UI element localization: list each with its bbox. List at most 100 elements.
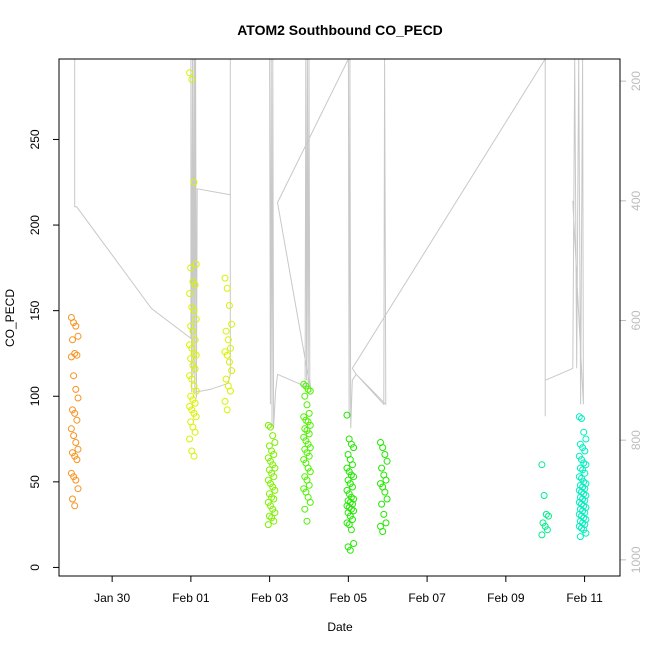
data-point (70, 319, 78, 327)
data-point (379, 528, 387, 535)
data-point (543, 526, 551, 534)
data-point (74, 445, 82, 453)
data-point (270, 473, 278, 481)
series-7 (538, 461, 552, 539)
data-point (300, 433, 308, 441)
y-tick-label: 200 (28, 215, 42, 235)
y-axis-label: CO_PECD (3, 289, 17, 347)
y-tick-label: 0 (28, 564, 42, 571)
data-point (72, 385, 80, 393)
data-point (343, 519, 351, 527)
data-point (271, 439, 279, 446)
data-point (350, 540, 358, 547)
data-point (382, 519, 390, 527)
data-point (576, 517, 584, 525)
data-point (350, 473, 358, 481)
data-point (187, 355, 195, 363)
data-point (69, 495, 76, 503)
data-point (270, 495, 278, 503)
data-point (227, 387, 234, 395)
data-point (301, 425, 309, 433)
flight-track-layer (74, 57, 584, 429)
data-points-layer (67, 69, 590, 554)
series-3 (264, 421, 279, 529)
data-point (67, 425, 75, 433)
data-point (221, 348, 229, 356)
data-point (72, 439, 80, 446)
x-tick-label: Feb 09 (487, 591, 525, 605)
data-point (347, 526, 355, 534)
data-point (581, 447, 589, 455)
data-point (192, 413, 200, 421)
data-point (223, 406, 231, 414)
data-point (228, 367, 236, 375)
data-point (582, 529, 590, 537)
data-point (345, 490, 353, 498)
x-axis: Jan 30 Feb 01 Feb 03 Feb 05 Feb 07 Feb 09 Feb … (94, 576, 603, 605)
right-tick-label: 800 (629, 430, 643, 450)
data-point (186, 69, 194, 77)
data-point (306, 421, 314, 429)
right-tick-label: 400 (629, 190, 643, 210)
data-point (188, 76, 196, 83)
data-point (186, 290, 194, 297)
data-point (191, 399, 199, 407)
data-point (264, 521, 272, 529)
data-point (306, 468, 314, 476)
data-point (187, 392, 195, 400)
data-point (192, 351, 200, 359)
y-tick-label: 150 (28, 300, 42, 320)
data-point (188, 303, 196, 311)
data-point (575, 498, 583, 506)
data-point (223, 351, 231, 359)
data-point (578, 524, 585, 532)
series-2 (221, 274, 236, 414)
right-tick-label: 600 (629, 310, 643, 330)
series-4 (300, 380, 314, 525)
data-point (222, 375, 230, 383)
data-point (265, 512, 273, 520)
data-point (227, 344, 234, 352)
plot-frame (58, 58, 621, 577)
data-point (228, 320, 236, 328)
data-point (540, 492, 548, 499)
y-axis: 0 50 100 150 200 250 (28, 129, 59, 571)
data-point (300, 380, 308, 388)
data-point (69, 406, 76, 414)
data-point (349, 483, 356, 491)
x-axis-label: Date (327, 620, 353, 634)
data-point (578, 488, 585, 496)
data-point (191, 281, 199, 289)
data-point (349, 516, 356, 523)
data-point (343, 464, 351, 472)
data-point (70, 432, 78, 440)
x-tick-label: Feb 11 (566, 591, 603, 605)
data-point (581, 469, 589, 477)
data-point (575, 413, 583, 421)
data-point (303, 401, 311, 409)
data-point (347, 471, 355, 479)
data-point (344, 476, 352, 484)
data-point (381, 451, 389, 458)
data-point (303, 517, 311, 525)
data-point (575, 473, 583, 481)
data-point (190, 178, 198, 186)
data-point (304, 385, 312, 393)
data-point (191, 365, 199, 373)
data-point (343, 502, 351, 510)
data-point (221, 274, 229, 282)
data-point (267, 423, 274, 431)
data-point (382, 476, 390, 484)
series-6 (377, 439, 391, 535)
data-point (576, 505, 584, 513)
data-point (545, 512, 552, 520)
data-point (383, 457, 391, 465)
data-point (538, 531, 546, 539)
data-point (224, 336, 232, 344)
data-point (302, 416, 310, 424)
data-point (350, 444, 358, 452)
data-point (345, 504, 353, 511)
data-point (71, 409, 79, 417)
flight-track-line (74, 57, 584, 429)
